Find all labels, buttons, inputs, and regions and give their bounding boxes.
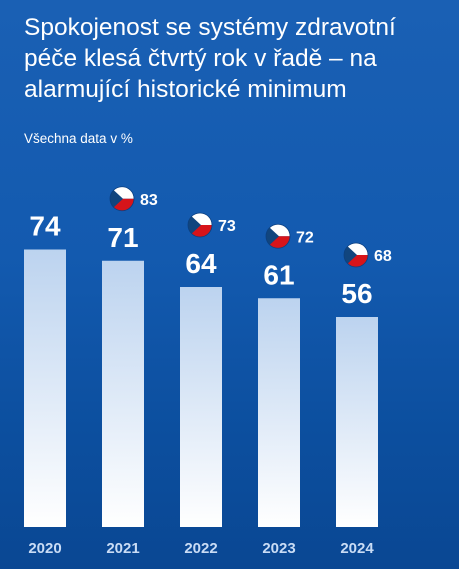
value-label-2021: 71 — [107, 222, 138, 253]
flag-value-label-2024: 68 — [374, 248, 392, 265]
bar-2023 — [258, 298, 300, 527]
year-label-2020: 2020 — [28, 540, 61, 557]
value-label-2022: 64 — [185, 248, 217, 279]
bar-2020 — [24, 249, 66, 527]
czech-flag-icon — [265, 223, 291, 249]
year-label-2021: 2021 — [106, 540, 139, 557]
flag-value-label-2023: 72 — [296, 229, 314, 246]
bar-2024 — [336, 317, 378, 527]
year-label-2023: 2023 — [262, 540, 295, 557]
czech-flag-icon — [187, 212, 213, 238]
flag-value-label-2021: 83 — [140, 192, 158, 209]
chart-subtitle: Všechna data v % — [24, 131, 133, 146]
value-label-2023: 61 — [263, 259, 294, 290]
chart-title: Spokojenost se systémy zdravotní péče kl… — [24, 14, 396, 103]
value-label-2024: 56 — [341, 278, 372, 309]
czech-flag-icon — [343, 242, 369, 268]
czech-flag-icon — [109, 186, 135, 212]
value-label-2020: 74 — [29, 211, 61, 242]
year-label-2024: 2024 — [340, 540, 374, 557]
bar-2021 — [102, 260, 144, 527]
flag-value-label-2022: 73 — [218, 218, 236, 235]
year-label-2022: 2022 — [184, 540, 217, 557]
bar-2022 — [180, 287, 222, 527]
